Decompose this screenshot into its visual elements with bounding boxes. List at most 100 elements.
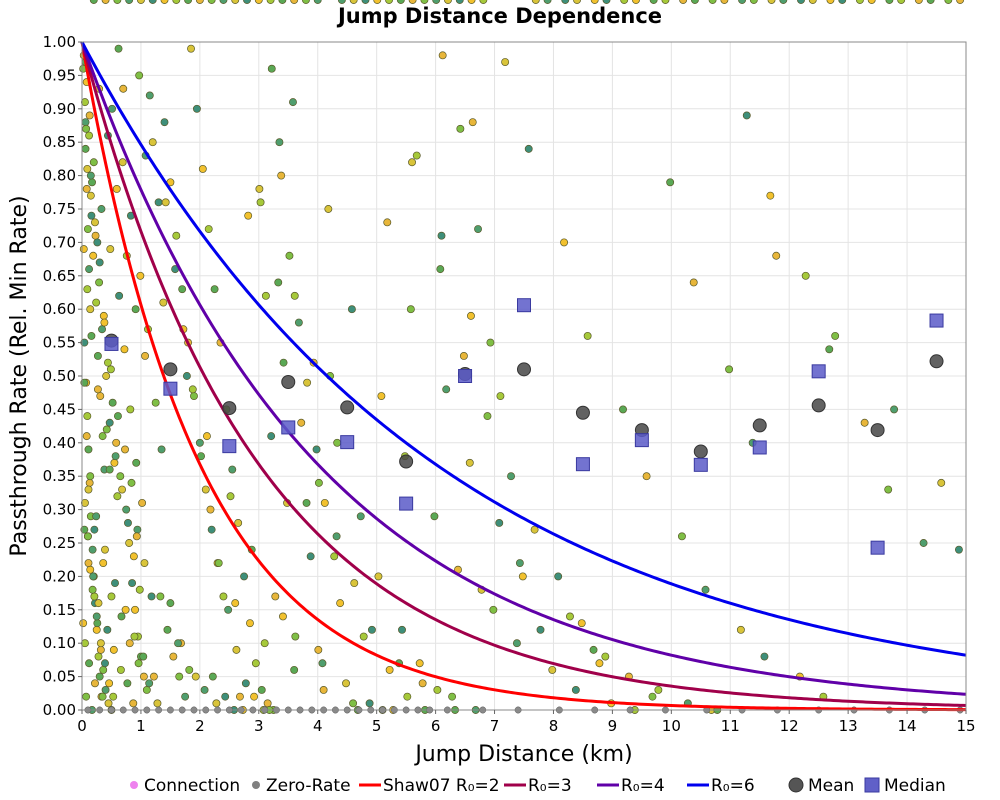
connection-point bbox=[82, 185, 91, 193]
connection-point bbox=[95, 258, 104, 267]
connection-point bbox=[139, 672, 148, 681]
connection-point bbox=[725, 365, 734, 374]
median-marker bbox=[811, 364, 826, 379]
connection-point bbox=[224, 605, 233, 614]
connection-point bbox=[195, 0, 204, 4]
connection-point bbox=[190, 392, 198, 400]
connection-point bbox=[109, 645, 118, 654]
connection-point bbox=[437, 231, 446, 240]
connection-point bbox=[156, 592, 165, 601]
connection-point bbox=[396, 0, 405, 4]
x-tick-label: 12 bbox=[780, 717, 799, 735]
connection-point bbox=[84, 485, 93, 494]
connection-point bbox=[90, 592, 99, 601]
connection-point bbox=[138, 498, 147, 507]
connection-point bbox=[867, 0, 876, 4]
connection-point bbox=[184, 0, 193, 4]
y-tick-label: 1.00 bbox=[43, 33, 76, 51]
connection-point bbox=[648, 692, 657, 701]
connection-point bbox=[219, 592, 228, 601]
median-markers bbox=[104, 298, 944, 555]
connection-point bbox=[263, 699, 272, 708]
connection-point bbox=[536, 625, 545, 634]
connection-point bbox=[277, 171, 286, 180]
y-axis-title: Passthrough Rate (Rel. Min Rate) bbox=[7, 195, 32, 556]
connection-point bbox=[403, 692, 412, 701]
connection-point bbox=[91, 218, 99, 227]
median-marker bbox=[870, 540, 885, 555]
connection-point bbox=[108, 104, 117, 113]
connection-point bbox=[385, 0, 393, 4]
connection-point bbox=[91, 231, 100, 240]
connection-point bbox=[157, 445, 166, 454]
connection-point bbox=[90, 525, 99, 534]
connection-point bbox=[116, 665, 125, 674]
connection-point bbox=[515, 559, 524, 567]
connection-point bbox=[914, 0, 923, 4]
connection-point bbox=[151, 398, 160, 407]
y-tick-label: 0.40 bbox=[43, 434, 76, 452]
connection-point bbox=[139, 652, 148, 661]
connection-point bbox=[96, 392, 105, 400]
connection-point bbox=[83, 285, 92, 294]
connection-point bbox=[232, 645, 241, 654]
connection-point bbox=[191, 672, 200, 681]
connection-point bbox=[121, 605, 130, 614]
connection-point bbox=[241, 679, 250, 688]
curve-r0-6 bbox=[80, 41, 967, 657]
connection-point bbox=[808, 0, 817, 4]
connection-point bbox=[85, 131, 94, 140]
connection-point bbox=[201, 485, 210, 494]
connection-point bbox=[701, 585, 710, 594]
connection-point bbox=[204, 225, 213, 233]
connection-point bbox=[82, 692, 91, 701]
y-axis-ticks: 0.00 0.05 0.10 0.15 0.20 0.25 0.30 0.35 0.40 0.45… bbox=[43, 33, 82, 719]
mean-marker bbox=[517, 362, 531, 377]
legend-label: R₀=4 bbox=[621, 776, 665, 796]
connection-point bbox=[131, 605, 139, 614]
connection-point bbox=[231, 599, 240, 608]
connection-point bbox=[455, 0, 464, 4]
connection-point bbox=[589, 645, 598, 654]
connection-point bbox=[81, 118, 90, 127]
connection-point bbox=[436, 265, 445, 274]
connection-point bbox=[99, 665, 108, 674]
connection-point bbox=[561, 0, 570, 4]
x-tick-label: 0 bbox=[77, 717, 87, 735]
connection-point bbox=[261, 291, 270, 300]
connection-point bbox=[279, 358, 288, 367]
connection-point bbox=[105, 679, 114, 688]
connection-point bbox=[274, 278, 283, 287]
connection-point bbox=[666, 178, 675, 187]
connection-point bbox=[554, 572, 563, 581]
connection-point bbox=[838, 0, 847, 4]
connection-point bbox=[826, 0, 835, 4]
connection-point bbox=[107, 592, 116, 601]
connection-point bbox=[619, 405, 627, 414]
connection-point bbox=[92, 512, 101, 521]
connection-point bbox=[159, 298, 168, 307]
connection-point bbox=[172, 0, 181, 4]
connection-point bbox=[602, 0, 611, 4]
connection-point bbox=[200, 686, 209, 694]
connection-point bbox=[207, 525, 216, 534]
connection-point bbox=[141, 352, 150, 360]
connection-point bbox=[486, 338, 495, 347]
connection-point bbox=[590, 0, 599, 4]
connection-point bbox=[121, 445, 129, 454]
connection-point bbox=[85, 659, 94, 668]
connection-point bbox=[92, 298, 101, 307]
connection-point bbox=[89, 572, 98, 581]
median-marker bbox=[399, 496, 414, 511]
connection-point bbox=[83, 225, 92, 233]
connection-point bbox=[438, 51, 447, 60]
connection-point bbox=[80, 498, 89, 507]
curve-r0-3 bbox=[80, 41, 967, 707]
connection-point bbox=[566, 612, 574, 621]
connection-point bbox=[313, 0, 322, 4]
connection-point bbox=[93, 238, 102, 247]
connection-point bbox=[207, 0, 216, 4]
curve-r0-4 bbox=[80, 41, 967, 696]
connection-point bbox=[412, 151, 421, 160]
connection-point bbox=[926, 0, 935, 4]
